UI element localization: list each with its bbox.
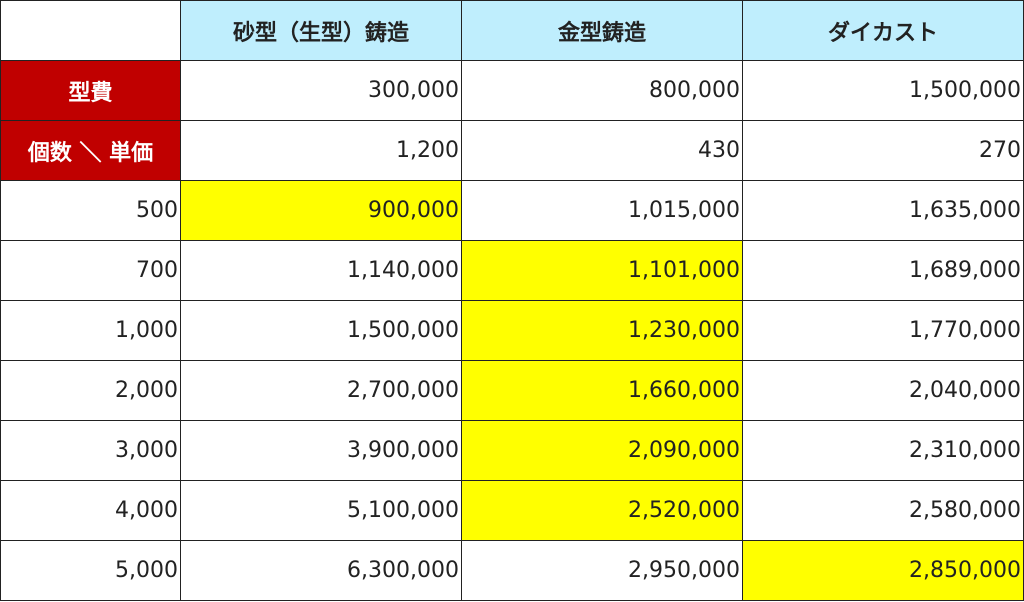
cell-value: 2,040,000 [742,360,1024,421]
cell-value: 3,900,000 [180,420,462,481]
table-row: 個数 ＼ 単価 1,200 430 270 [0,120,1024,181]
cell-value: 1,689,000 [742,240,1024,301]
cell-value: 2,310,000 [742,420,1024,481]
cell-value-highlighted: 900,000 [180,180,462,241]
cell-value: 1,200 [180,120,462,181]
row-label-quantity: 4,000 [0,480,181,541]
header-corner-cell [0,0,181,61]
cell-value: 1,015,000 [461,180,743,241]
cell-value: 800,000 [461,60,743,121]
row-label-quantity: 500 [0,180,181,241]
cell-value: 2,580,000 [742,480,1024,541]
table-row: 5,000 6,300,000 2,950,000 2,850,000 [0,540,1024,601]
table-row: 1,000 1,500,000 1,230,000 1,770,000 [0,300,1024,361]
row-label-quantity: 5,000 [0,540,181,601]
row-label-mold-cost: 型費 [0,60,181,121]
cell-value-highlighted: 2,090,000 [461,420,743,481]
cell-value: 1,635,000 [742,180,1024,241]
cell-value: 430 [461,120,743,181]
header-sand-casting: 砂型（生型）鋳造 [180,0,462,61]
cell-value-highlighted: 2,850,000 [742,540,1024,601]
table-row: 4,000 5,100,000 2,520,000 2,580,000 [0,480,1024,541]
row-label-quantity: 3,000 [0,420,181,481]
cell-value: 2,700,000 [180,360,462,421]
table-row: 型費 300,000 800,000 1,500,000 [0,60,1024,121]
header-die-casting: ダイカスト [742,0,1024,61]
cell-value-highlighted: 1,230,000 [461,300,743,361]
cell-value: 300,000 [180,60,462,121]
cell-value: 1,770,000 [742,300,1024,361]
cell-value: 6,300,000 [180,540,462,601]
header-row: 砂型（生型）鋳造 金型鋳造 ダイカスト [0,0,1024,61]
header-die-mold-casting: 金型鋳造 [461,0,743,61]
table-row: 3,000 3,900,000 2,090,000 2,310,000 [0,420,1024,481]
cell-value: 270 [742,120,1024,181]
row-label-quantity: 700 [0,240,181,301]
row-label-quantity: 1,000 [0,300,181,361]
cell-value: 2,950,000 [461,540,743,601]
cell-value-highlighted: 2,520,000 [461,480,743,541]
cell-value: 5,100,000 [180,480,462,541]
row-label-quantity: 2,000 [0,360,181,421]
cell-value-highlighted: 1,660,000 [461,360,743,421]
cell-value: 1,140,000 [180,240,462,301]
table-row: 700 1,140,000 1,101,000 1,689,000 [0,240,1024,301]
row-label-quantity-unit-price: 個数 ＼ 単価 [0,120,181,181]
cell-value: 1,500,000 [742,60,1024,121]
cell-value-highlighted: 1,101,000 [461,240,743,301]
table-row: 500 900,000 1,015,000 1,635,000 [0,180,1024,241]
cell-value: 1,500,000 [180,300,462,361]
table-row: 2,000 2,700,000 1,660,000 2,040,000 [0,360,1024,421]
